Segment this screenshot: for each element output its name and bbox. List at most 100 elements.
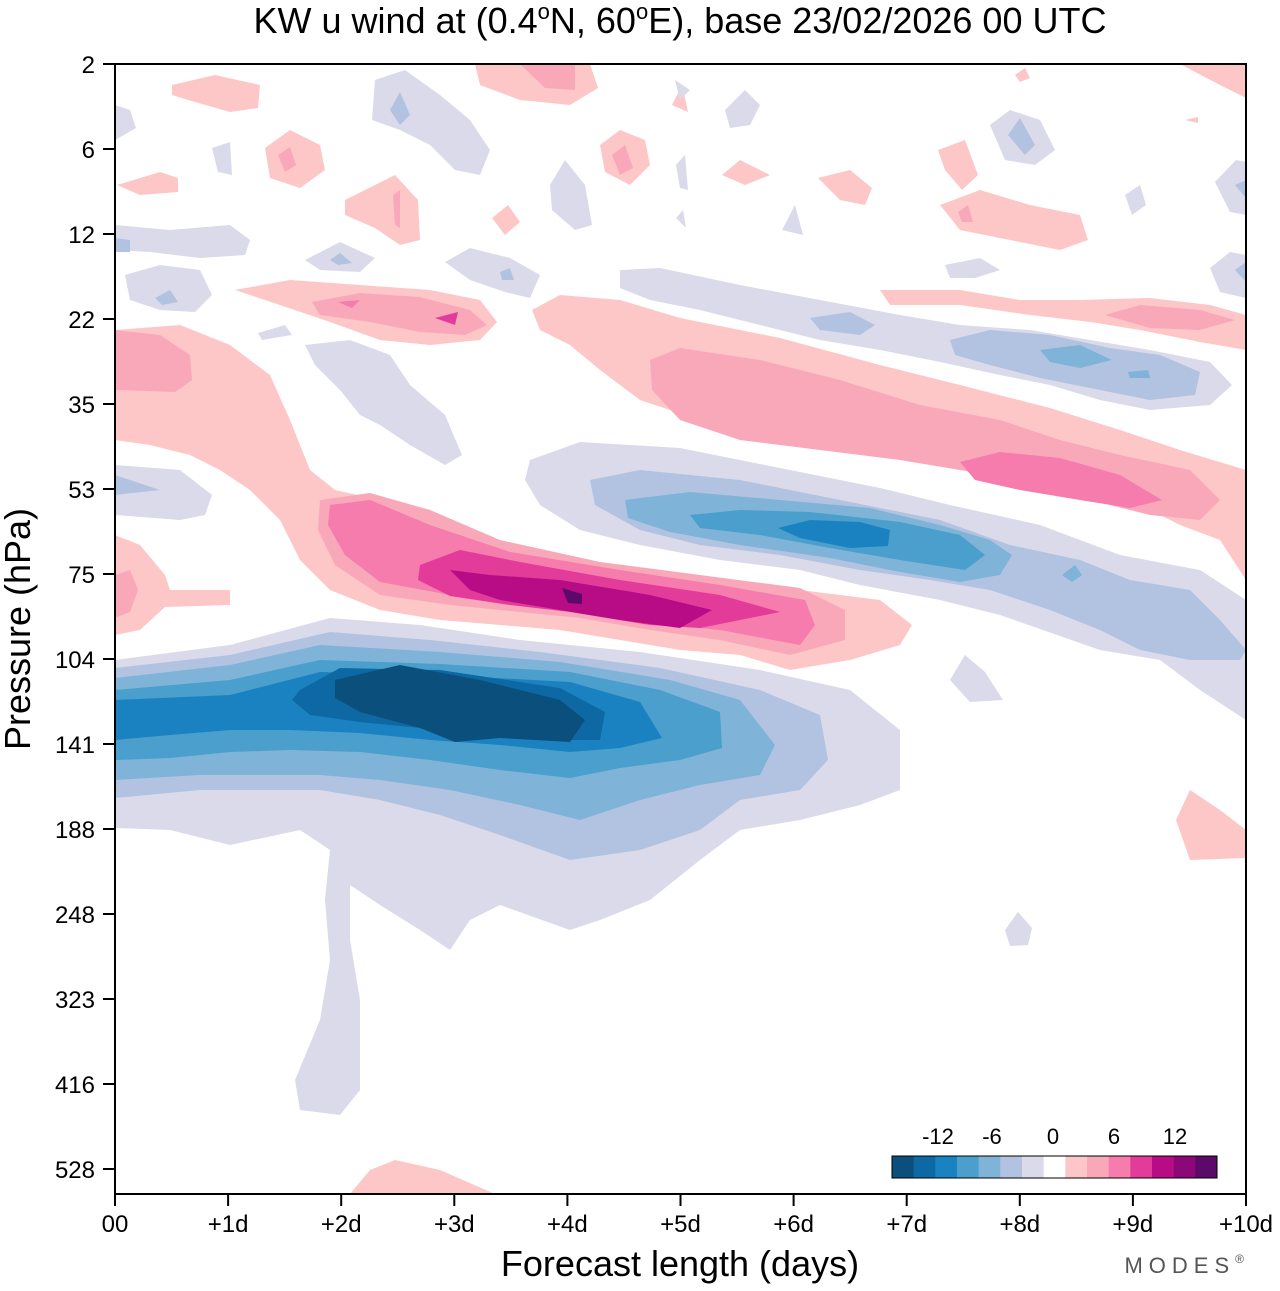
contour-pos-top-7 (345, 175, 420, 245)
chart-title: KW u wind at (0.4oN, 60oE), base 23/02/2… (254, 0, 1107, 41)
contour-neg-top-8 (676, 155, 688, 190)
contour-neg-top-2 (390, 92, 410, 125)
x-tick-label: +1d (208, 1211, 249, 1238)
contour-neg-top-4 (1008, 118, 1035, 155)
contour-pos-patch-4 (435, 312, 458, 325)
contour-pos-left-1 (115, 330, 192, 392)
x-tick-label: +8d (999, 1211, 1040, 1238)
contour-pos-top-14 (722, 160, 770, 185)
contour-neg-upper-5 (810, 312, 875, 335)
contour-neg-mid-5 (778, 520, 890, 548)
contour-neg-top-14 (125, 265, 212, 312)
x-tick-label: +4d (547, 1211, 588, 1238)
colorbar-label: 6 (1108, 1124, 1120, 1149)
contour-neg-mid-6 (1062, 565, 1082, 582)
y-tick-label: 12 (68, 222, 95, 249)
contour-neg-top-9 (676, 210, 686, 228)
colorbar-swatch (978, 1156, 1001, 1178)
contour-neg-top-25 (1235, 262, 1246, 282)
contour-neg-top-27 (1125, 185, 1146, 215)
y-tick-label: 416 (55, 1072, 95, 1099)
y-tick-label: 35 (68, 392, 95, 419)
colorbar-swatch (892, 1156, 915, 1178)
contour-pos-2b (115, 570, 138, 618)
contour-pos-top-12 (492, 205, 520, 235)
contour-neg-top-13 (115, 238, 130, 252)
colorbar-swatch (1043, 1156, 1066, 1178)
contour-pos-top-6 (278, 147, 296, 172)
contour-pos-low-1 (1176, 790, 1246, 860)
x-tick-label: +2d (321, 1211, 362, 1238)
contour-neg-patch-4 (1005, 912, 1032, 946)
contour-pos-top-15 (818, 170, 872, 205)
contour-neg-top-23 (1235, 180, 1246, 198)
y-tick-label: 53 (68, 477, 95, 504)
contour-neg-top-22 (1215, 160, 1246, 215)
contour-neg-top-12 (115, 225, 250, 258)
y-tick-label: 188 (55, 817, 95, 844)
y-tick-label: 248 (55, 902, 95, 929)
contour-pos-upper-3 (960, 452, 1162, 508)
colorbar-swatch (1173, 1156, 1196, 1178)
y-tick-label: 141 (55, 732, 95, 759)
contour-pos-top-4 (172, 75, 260, 112)
y-tick-label: 22 (68, 307, 95, 334)
contour-pos-top-21 (1185, 117, 1198, 123)
contour-neg-top-10 (725, 90, 760, 128)
y-tick-label: 528 (55, 1157, 95, 1184)
contour-pos-top-20 (555, 310, 580, 328)
plot-area (115, 64, 1246, 1194)
contour-neg-patch-3 (950, 655, 1003, 702)
contour-neg-top-17 (330, 253, 352, 265)
contour-pos-patch-3 (338, 300, 360, 308)
contour-pos-top-19 (1015, 68, 1030, 82)
contour-pos-top-11 (117, 172, 178, 195)
colorbar-frame (891, 1155, 1218, 1179)
contour-neg-top-7 (550, 160, 592, 230)
x-tick-label: 00 (102, 1211, 129, 1238)
colorbar: -12 -6 0 6 12 (891, 1124, 1218, 1179)
x-tick-label: +3d (434, 1211, 475, 1238)
contour-pos-upper-4 (880, 290, 1246, 350)
contour-neg-top-24 (1210, 252, 1246, 298)
colorbar-label: 0 (1047, 1124, 1059, 1149)
x-axis-label: Forecast length (days) (501, 1243, 859, 1284)
contour-pos-top-2 (520, 64, 575, 90)
colorbar-swatch (1087, 1156, 1110, 1178)
contour-pos-top-10 (612, 145, 633, 175)
contour-neg-top-20 (258, 325, 292, 340)
contour-neg-upper-3 (1040, 345, 1112, 368)
y-tick-label: 104 (55, 647, 95, 674)
contour-pos-top-16 (938, 140, 978, 190)
contour-pos-6 (562, 588, 582, 604)
colorbar-swatch (1000, 1156, 1023, 1178)
colorbar-swatch (1152, 1156, 1175, 1178)
contour-pos-upper-5 (1105, 305, 1235, 330)
y-axis-label: Pressure (hPa) (0, 508, 38, 750)
y-tick-label: 75 (68, 562, 95, 589)
contour-neg-top-26 (945, 258, 1000, 278)
colorbar-swatch (1108, 1156, 1131, 1178)
contour-pos-top-17 (940, 190, 1088, 250)
contour-neg-top-28 (675, 80, 690, 100)
contour-neg-top-15 (155, 290, 178, 305)
x-tick-label: +7d (886, 1211, 927, 1238)
colorbar-swatch (1065, 1156, 1088, 1178)
contour-pos-top-18 (958, 205, 973, 222)
y-tick-label: 323 (55, 987, 95, 1014)
colorbar-swatch (1130, 1156, 1153, 1178)
y-tick-label: 2 (82, 52, 95, 79)
modes-brand: MODES® (1124, 1252, 1250, 1278)
contour-pos-top-3 (1180, 64, 1246, 98)
colorbar-swatch (935, 1156, 958, 1178)
colorbar-label: 12 (1163, 1124, 1187, 1149)
contour-neg-upper-4 (1128, 370, 1150, 378)
x-axis: 00 +1d +2d +3d +4d +5d +6d +7d +8d +9d +10d (102, 1194, 1273, 1238)
contour-pos-low-2 (350, 1160, 495, 1194)
colorbar-swatch (1195, 1156, 1218, 1178)
x-tick-label: +6d (773, 1211, 814, 1238)
contour-neg-top-6 (212, 142, 232, 175)
x-tick-label: +10d (1219, 1211, 1273, 1238)
x-tick-label: +5d (660, 1211, 701, 1238)
